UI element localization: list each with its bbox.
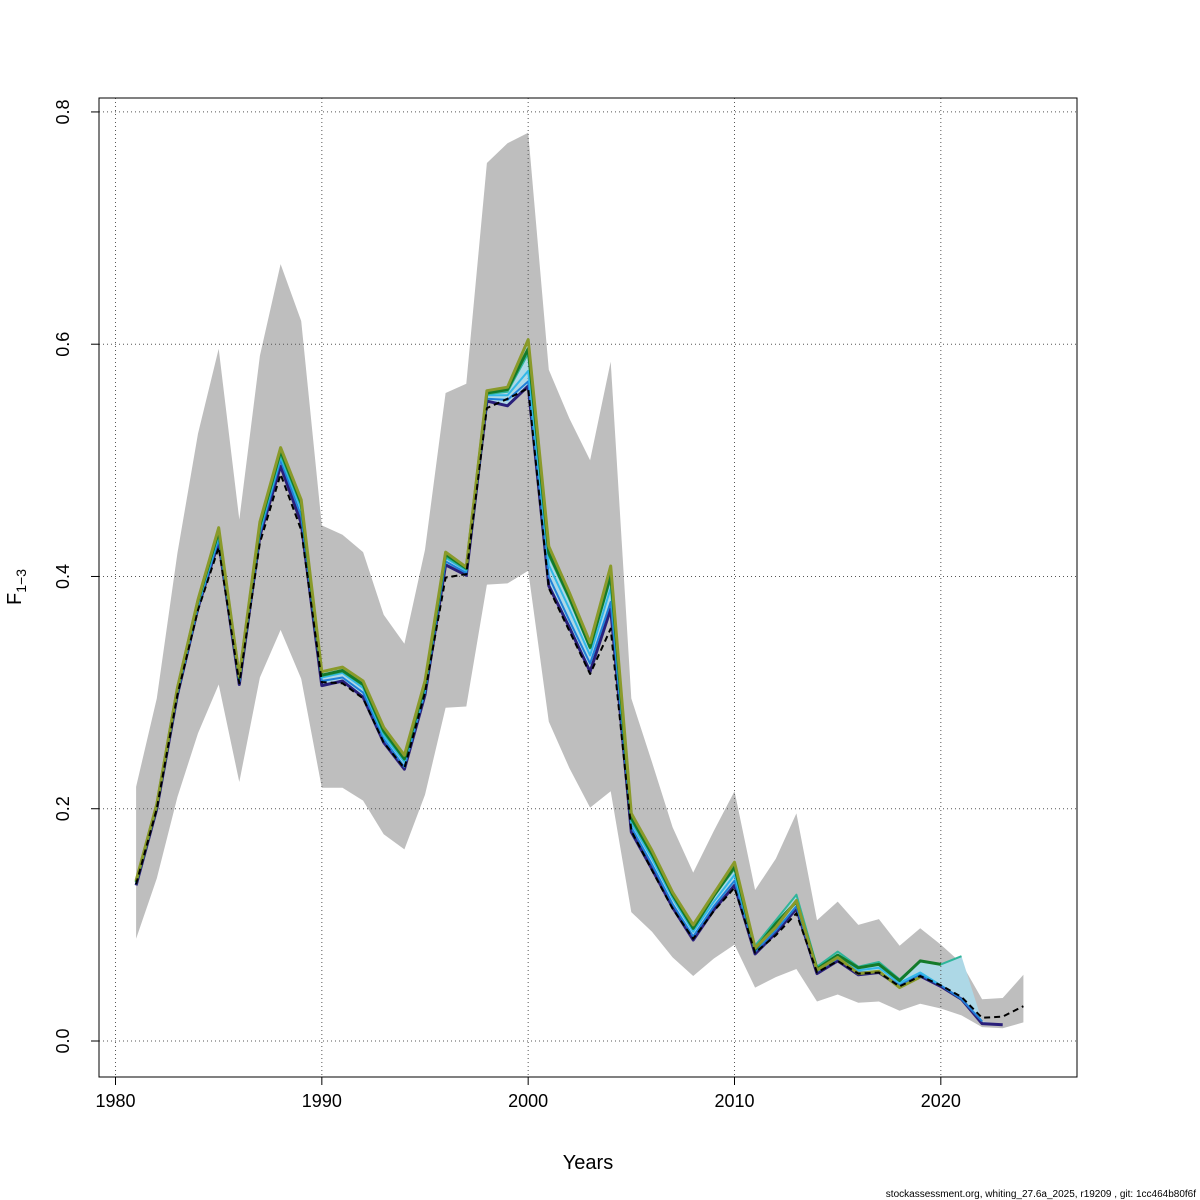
series-layer: [134, 338, 1024, 1027]
confidence-band: [136, 132, 1024, 1029]
y-axis-title-main: F: [4, 593, 26, 605]
x-axis-title: Years: [563, 1152, 613, 1174]
y-axis-title: F1−3: [4, 569, 29, 605]
y-tick-label: 0.6: [53, 332, 73, 357]
series-line-6: [134, 338, 921, 990]
y-axis: 0.0 0.2 0.4 0.6 0.8: [53, 99, 100, 1054]
x-axis: 1980 1990 2000 2010 2020: [95, 1076, 961, 1111]
y-axis-title-subscript: 1−3: [13, 569, 29, 593]
confidence-band-layer: [136, 132, 1024, 1029]
x-tick-label: 2020: [921, 1091, 961, 1111]
y-tick-label: 0.0: [53, 1028, 73, 1053]
series-line-7: [135, 387, 1024, 1019]
x-tick-label: 1990: [302, 1091, 342, 1111]
footer-credit: stockassessment.org, whiting_27.6a_2025,…: [886, 1189, 1196, 1200]
y-tick-label: 0.4: [53, 564, 73, 589]
y-tick-label: 0.2: [53, 796, 73, 821]
grid-layer: [99, 98, 1077, 1077]
x-tick-label: 1980: [95, 1091, 135, 1111]
x-tick-label: 2000: [508, 1091, 548, 1111]
x-tick-label: 2010: [714, 1091, 754, 1111]
y-tick-label: 0.8: [53, 99, 73, 124]
